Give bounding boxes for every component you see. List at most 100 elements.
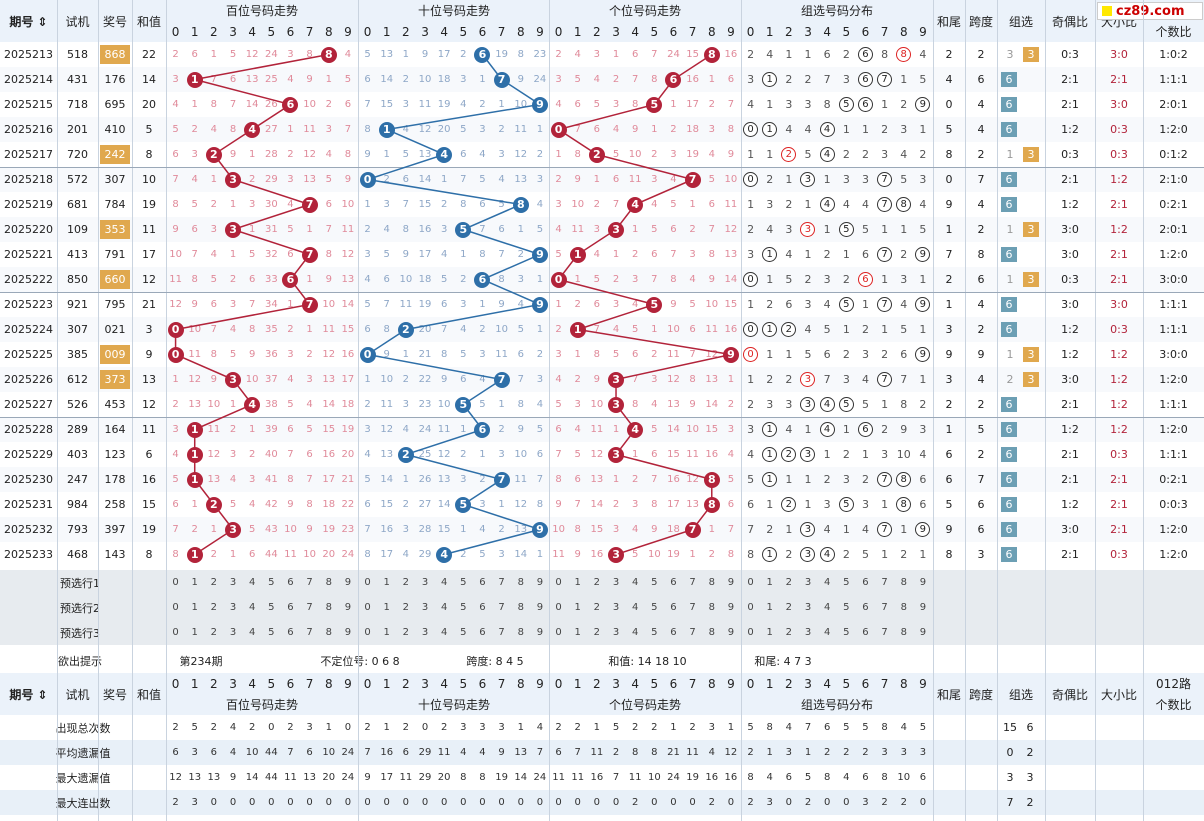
preselect-digit[interactable]: 2 xyxy=(785,602,793,613)
preselect-digit[interactable]: 7 xyxy=(498,627,505,638)
preselect-digit[interactable]: 0 xyxy=(555,627,562,638)
preselect-digit[interactable]: 4 xyxy=(823,627,831,638)
preselect-digit[interactable]: 9 xyxy=(344,627,352,638)
preselect-digit[interactable]: 8 xyxy=(708,602,715,613)
preselect-digit[interactable]: 3 xyxy=(229,627,237,638)
preselect-digit[interactable]: 2 xyxy=(210,627,218,638)
preselect-digit[interactable]: 8 xyxy=(900,602,907,613)
preselect-digit[interactable]: 9 xyxy=(727,627,735,638)
preselect-digit[interactable]: 0 xyxy=(364,602,371,613)
preselect-digit[interactable]: 2 xyxy=(210,602,218,613)
preselect-digit[interactable]: 0 xyxy=(747,577,754,588)
preselect-digit[interactable]: 2 xyxy=(785,577,793,588)
preselect-digit[interactable]: 4 xyxy=(248,627,256,638)
preselect-digit[interactable]: 8 xyxy=(325,602,332,613)
preselect-digit[interactable]: 6 xyxy=(287,602,294,613)
preselect-digit[interactable]: 9 xyxy=(727,577,735,588)
preselect-digit[interactable]: 4 xyxy=(440,627,448,638)
preselect-digit[interactable]: 5 xyxy=(843,577,850,588)
preselect-digit[interactable]: 3 xyxy=(421,627,429,638)
preselect-digit[interactable]: 8 xyxy=(517,627,524,638)
preselect-digit[interactable]: 0 xyxy=(364,577,371,588)
preselect-digit[interactable]: 1 xyxy=(191,602,198,613)
preselect-digit[interactable]: 4 xyxy=(631,627,639,638)
preselect-digit[interactable]: 6 xyxy=(670,602,677,613)
preselect-digit[interactable]: 4 xyxy=(440,577,448,588)
preselect-digit[interactable]: 1 xyxy=(574,627,581,638)
preselect-digit[interactable]: 2 xyxy=(402,602,410,613)
preselect-digit[interactable]: 1 xyxy=(383,627,390,638)
preselect-digit[interactable]: 3 xyxy=(804,627,812,638)
preselect-digit[interactable]: 7 xyxy=(881,602,888,613)
preselect-digit[interactable]: 3 xyxy=(421,577,429,588)
preselect-digit[interactable]: 5 xyxy=(460,577,467,588)
preselect-digit[interactable]: 3 xyxy=(804,602,812,613)
preselect-digit[interactable]: 7 xyxy=(306,602,313,613)
preselect-digit[interactable]: 0 xyxy=(747,627,754,638)
preselect-digit[interactable]: 4 xyxy=(440,602,448,613)
preselect-digit[interactable]: 5 xyxy=(843,602,850,613)
preselect-digit[interactable]: 7 xyxy=(498,577,505,588)
preselect-digit[interactable]: 9 xyxy=(536,577,544,588)
preselect-digit[interactable]: 1 xyxy=(574,602,581,613)
preselect-digit[interactable]: 4 xyxy=(631,602,639,613)
preselect-digit[interactable]: 6 xyxy=(862,602,869,613)
preselect-digit[interactable]: 6 xyxy=(479,627,486,638)
preselect-digit[interactable]: 8 xyxy=(325,577,332,588)
preselect-digit[interactable]: 3 xyxy=(612,602,620,613)
preselect-digit[interactable]: 5 xyxy=(460,602,467,613)
preselect-digit[interactable]: 1 xyxy=(383,602,390,613)
preselect-digit[interactable]: 4 xyxy=(248,577,256,588)
preselect-digit[interactable]: 6 xyxy=(862,627,869,638)
preselect-digit[interactable]: 1 xyxy=(191,627,198,638)
preselect-digit[interactable]: 3 xyxy=(612,627,620,638)
preselect-digit[interactable]: 0 xyxy=(172,602,179,613)
preselect-digit[interactable]: 8 xyxy=(517,577,524,588)
preselect-digit[interactable]: 7 xyxy=(689,627,696,638)
preselect-digit[interactable]: 8 xyxy=(517,602,524,613)
preselect-digit[interactable]: 4 xyxy=(631,577,639,588)
preselect-digit[interactable]: 5 xyxy=(651,577,658,588)
preselect-digit[interactable]: 0 xyxy=(172,577,179,588)
preselect-digit[interactable]: 4 xyxy=(248,602,256,613)
preselect-digit[interactable]: 3 xyxy=(229,577,237,588)
preselect-digit[interactable]: 5 xyxy=(268,627,275,638)
preselect-digit[interactable]: 7 xyxy=(881,627,888,638)
preselect-digit[interactable]: 0 xyxy=(364,627,371,638)
preselect-digit[interactable]: 7 xyxy=(881,577,888,588)
preselect-digit[interactable]: 1 xyxy=(766,627,773,638)
preselect-digit[interactable]: 3 xyxy=(421,602,429,613)
preselect-digit[interactable]: 5 xyxy=(268,602,275,613)
preselect-digit[interactable]: 0 xyxy=(555,602,562,613)
preselect-digit[interactable]: 8 xyxy=(708,627,715,638)
preselect-digit[interactable]: 2 xyxy=(402,577,410,588)
preselect-digit[interactable]: 5 xyxy=(460,627,467,638)
preselect-digit[interactable]: 0 xyxy=(172,627,179,638)
preselect-digit[interactable]: 9 xyxy=(919,577,927,588)
preselect-digit[interactable]: 8 xyxy=(325,627,332,638)
preselect-digit[interactable]: 4 xyxy=(823,577,831,588)
preselect-digit[interactable]: 9 xyxy=(919,602,927,613)
preselect-digit[interactable]: 9 xyxy=(727,602,735,613)
preselect-digit[interactable]: 1 xyxy=(191,577,198,588)
preselect-digit[interactable]: 6 xyxy=(287,577,294,588)
preselect-digit[interactable]: 1 xyxy=(574,577,581,588)
preselect-digit[interactable]: 0 xyxy=(747,602,754,613)
preselect-digit[interactable]: 9 xyxy=(536,627,544,638)
preselect-digit[interactable]: 7 xyxy=(306,577,313,588)
preselect-digit[interactable]: 9 xyxy=(344,602,352,613)
preselect-digit[interactable]: 5 xyxy=(268,577,275,588)
preselect-digit[interactable]: 2 xyxy=(785,627,793,638)
preselect-digit[interactable]: 7 xyxy=(306,627,313,638)
preselect-digit[interactable]: 6 xyxy=(479,602,486,613)
preselect-digit[interactable]: 2 xyxy=(593,627,601,638)
preselect-digit[interactable]: 5 xyxy=(651,627,658,638)
preselect-digit[interactable]: 5 xyxy=(651,602,658,613)
preselect-digit[interactable]: 4 xyxy=(823,602,831,613)
preselect-digit[interactable]: 0 xyxy=(555,577,562,588)
preselect-digit[interactable]: 3 xyxy=(229,602,237,613)
preselect-digit[interactable]: 9 xyxy=(344,577,352,588)
preselect-digit[interactable]: 2 xyxy=(593,577,601,588)
preselect-digit[interactable]: 3 xyxy=(804,577,812,588)
preselect-digit[interactable]: 9 xyxy=(919,627,927,638)
